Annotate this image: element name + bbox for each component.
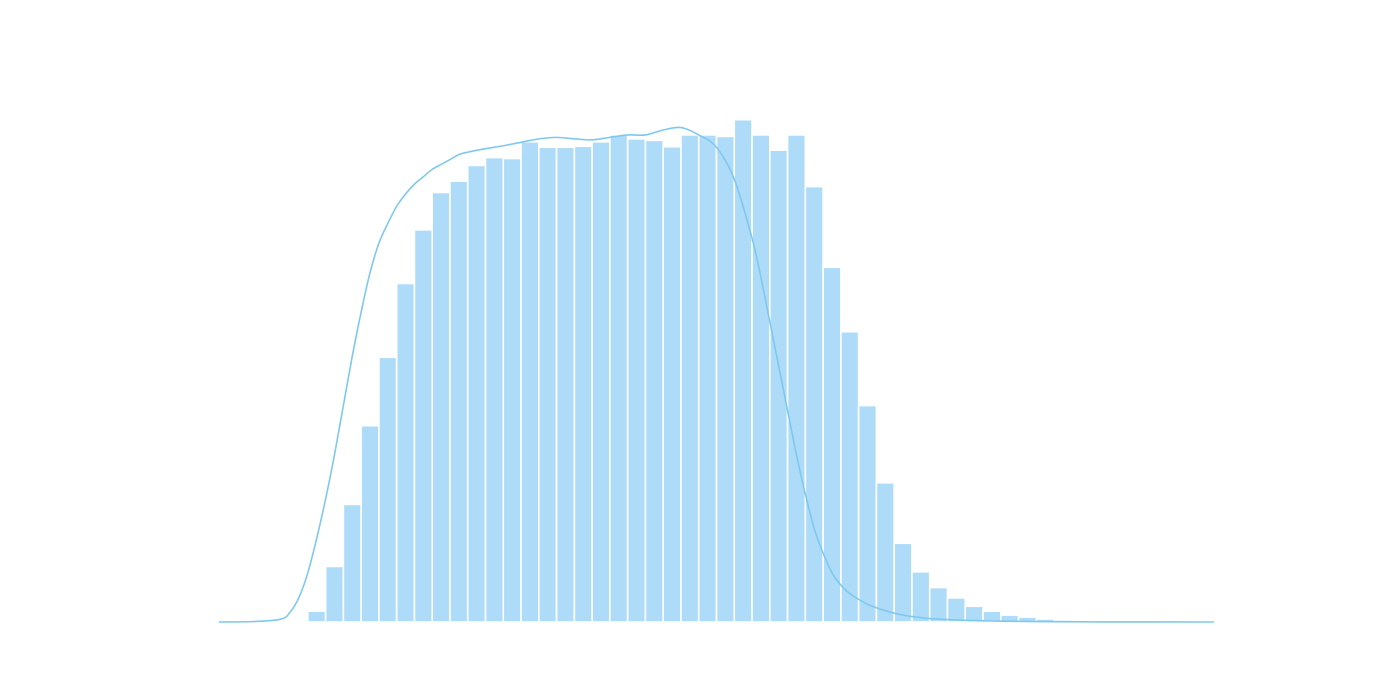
histogram-bar bbox=[822, 266, 842, 623]
histogram-bar bbox=[484, 156, 505, 623]
histogram-bar bbox=[751, 134, 771, 623]
histogram-bar bbox=[360, 424, 380, 623]
histogram-bar bbox=[466, 164, 487, 623]
histogram-bar bbox=[609, 134, 629, 623]
histogram-bar bbox=[342, 503, 362, 623]
histogram-bar bbox=[413, 229, 434, 623]
histogram-bar bbox=[324, 565, 345, 623]
histogram-bar bbox=[502, 157, 522, 623]
histogram-bar bbox=[662, 145, 682, 623]
histogram-bar bbox=[857, 404, 878, 623]
histogram-bar bbox=[644, 139, 664, 623]
histogram-bar bbox=[715, 135, 736, 623]
histogram-bar bbox=[573, 145, 593, 623]
histogram-bar bbox=[395, 282, 416, 623]
histogram-bar bbox=[449, 180, 469, 623]
histogram-bar bbox=[804, 185, 824, 623]
histogram-bar bbox=[626, 138, 647, 623]
histogram-bar bbox=[555, 146, 576, 623]
histogram-bar bbox=[431, 191, 451, 623]
histogram-bar bbox=[893, 542, 913, 623]
histogram-bar bbox=[697, 134, 718, 623]
histogram-bar bbox=[840, 330, 860, 623]
density-curve bbox=[218, 126, 1215, 623]
histogram-bar bbox=[786, 134, 807, 623]
histogram-bar bbox=[520, 141, 540, 623]
histogram-bar bbox=[591, 141, 611, 623]
histogram-bar bbox=[946, 597, 967, 623]
histogram-bar bbox=[911, 571, 931, 623]
density-curve-layer bbox=[218, 126, 1215, 623]
histogram-bars bbox=[307, 118, 1162, 623]
histogram-bar bbox=[733, 118, 753, 623]
histogram-bar bbox=[928, 586, 949, 623]
histogram-bar bbox=[307, 610, 327, 623]
histogram-bar bbox=[378, 356, 398, 623]
histogram-bar bbox=[680, 134, 700, 623]
histogram-bar bbox=[875, 481, 895, 623]
histogram-bar bbox=[538, 146, 558, 623]
histogram-bar bbox=[768, 149, 789, 623]
